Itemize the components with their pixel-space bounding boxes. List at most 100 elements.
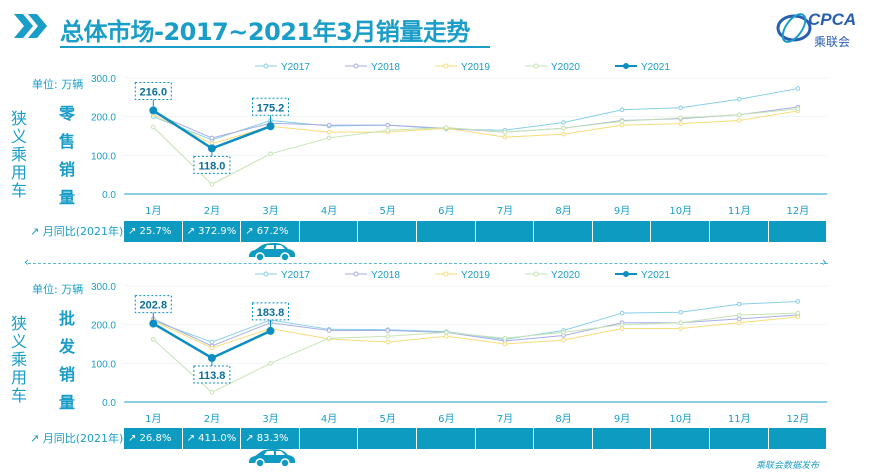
x-tick-label: 4月 xyxy=(321,413,337,425)
legend-label: Y2019 xyxy=(461,62,490,73)
data-point xyxy=(151,124,156,130)
data-point xyxy=(209,390,215,395)
data-point xyxy=(266,326,275,335)
x-tick-label: 11月 xyxy=(728,205,751,217)
legend-label: Y2021 xyxy=(641,62,670,73)
x-tick-label: 8月 xyxy=(555,413,571,425)
data-point xyxy=(326,135,332,141)
unit-label: 单位: 万辆 xyxy=(32,78,84,91)
yoy-cell xyxy=(417,221,476,242)
data-point xyxy=(678,115,684,121)
data-point xyxy=(207,144,216,153)
trend-icon: ↗ xyxy=(30,225,40,238)
x-tick-label: 1月 xyxy=(145,413,161,425)
data-point xyxy=(444,330,449,335)
footer-text: 乘联会数据发布 xyxy=(755,461,819,471)
yoy-cell xyxy=(299,428,359,449)
data-point xyxy=(678,309,684,315)
data-point xyxy=(151,337,156,342)
side-label: 狭义乘用车 xyxy=(10,109,27,200)
data-point xyxy=(619,107,625,113)
page-title: 总体市场-2017~2021年3月销量走势 xyxy=(60,18,470,46)
section-divider xyxy=(28,263,828,264)
y-tick-label: 300.0 xyxy=(91,282,116,293)
legend-label: Y2020 xyxy=(551,270,580,281)
data-point xyxy=(737,301,742,307)
data-point xyxy=(737,312,742,318)
yoy-row-2: ↗ 月同比(2021年) ↗ 26.8% ↗ 411.0% ↗ 83.3% xyxy=(30,428,840,449)
cpca-logo-icon xyxy=(776,13,812,43)
data-point xyxy=(385,333,391,339)
data-point xyxy=(619,310,625,316)
arrow-left-icon: ‹ xyxy=(24,255,29,269)
y-tick-label: 100.0 xyxy=(91,151,116,162)
yoy-cell: ↗ 26.8% xyxy=(124,428,183,449)
data-point xyxy=(619,119,625,124)
data-label-box xyxy=(252,97,289,116)
data-point xyxy=(268,151,273,157)
data-point xyxy=(795,310,801,316)
yoy-row: ↗ 月同比(2021年) ↗ 25.7% ↗ 372.9% ↗ 67.2% xyxy=(30,221,840,242)
legend-marker xyxy=(443,63,449,69)
yoy-label-2: ↗ 月同比(2021年) xyxy=(30,428,123,449)
data-point xyxy=(737,96,742,102)
data-point xyxy=(385,127,391,133)
unit-label-2: 单位: 万辆 xyxy=(32,283,84,296)
legend-marker xyxy=(353,63,359,69)
car-icon-2 xyxy=(249,449,295,468)
data-point xyxy=(385,122,391,128)
x-tick-label: 2月 xyxy=(204,205,220,217)
x-tick-label: 2月 xyxy=(204,413,220,425)
yoy-cell xyxy=(299,221,359,242)
data-point xyxy=(795,314,801,320)
legend-marker xyxy=(623,63,629,69)
legend-label: Y2019 xyxy=(461,270,490,281)
legend-marker xyxy=(443,271,449,277)
x-tick-label: 9月 xyxy=(614,205,630,217)
y-tick-label: 0.0 xyxy=(102,190,116,201)
wholesale-line-chart: 0.0 100.0 200.0 300.0 1月 2月 3月 4月 5月 6月 7月 8月 9月 10月 1… xyxy=(91,270,828,425)
data-point xyxy=(561,131,566,137)
legend-label: Y2017 xyxy=(281,62,310,73)
yoy-cell xyxy=(651,428,710,449)
data-point xyxy=(326,335,332,341)
data-label: 216.0 xyxy=(140,86,168,98)
yoy-cell xyxy=(475,428,535,449)
y-tick-label: 100.0 xyxy=(91,359,116,370)
yoy-cell: ↗ 25.7% xyxy=(124,221,183,242)
data-point xyxy=(678,121,684,126)
data-point xyxy=(737,320,742,326)
x-tick-label: 12月 xyxy=(787,413,810,425)
car-icon xyxy=(249,243,295,262)
yoy-cell xyxy=(534,428,593,449)
data-point xyxy=(326,328,332,333)
x-tick-label: 7月 xyxy=(497,205,513,217)
data-point xyxy=(619,122,625,128)
yoy-cell xyxy=(534,221,593,242)
yoy-cell: ↗ 83.3% xyxy=(241,428,300,449)
yoy-cell: ↗ 411.0% xyxy=(182,428,242,449)
data-point xyxy=(149,106,158,115)
x-tick-label: 12月 xyxy=(787,205,810,217)
data-point xyxy=(795,299,801,304)
legend-label: Y2018 xyxy=(371,270,400,281)
series-line xyxy=(153,314,798,347)
data-point xyxy=(502,129,508,135)
yoy-cell xyxy=(592,221,652,242)
data-point xyxy=(209,339,215,345)
data-point xyxy=(209,135,215,141)
data-point xyxy=(207,353,216,362)
yoy-cell xyxy=(358,221,417,242)
logo-sub: 乘联会 xyxy=(814,35,851,49)
data-point xyxy=(561,337,566,343)
data-point xyxy=(561,125,566,131)
header: 总体市场-2017~2021年3月销量走势 CPCA 乘联会 xyxy=(0,0,875,58)
series-line xyxy=(152,108,798,185)
yoy-label-text: 月同比(2021年) xyxy=(42,225,124,238)
data-point xyxy=(737,118,742,123)
x-tick-label: 3月 xyxy=(262,413,278,425)
data-point xyxy=(561,120,566,125)
legend-marker xyxy=(533,63,539,69)
data-point xyxy=(678,320,684,326)
data-point xyxy=(795,106,801,112)
